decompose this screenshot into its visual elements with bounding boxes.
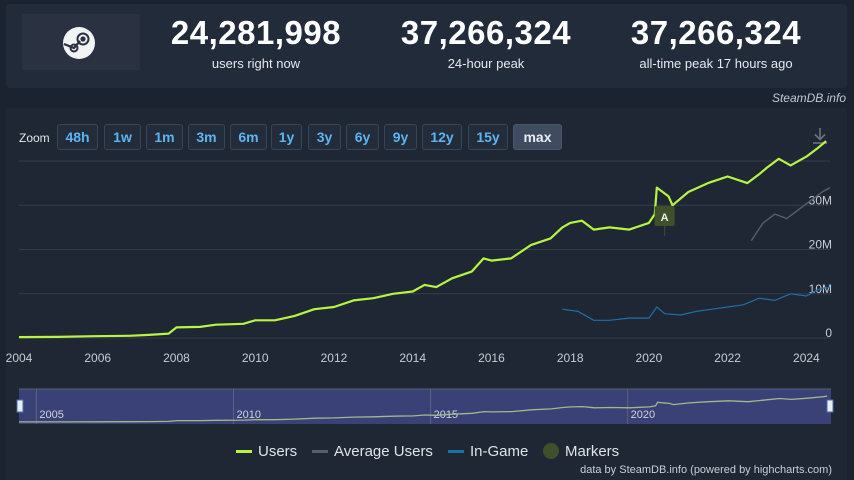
average-users-legend-swatch xyxy=(312,449,328,453)
data-credit[interactable]: data by SteamDB.info (powered by highcha… xyxy=(580,464,832,476)
alltime-peak-label: all-time peak 17 hours ago xyxy=(639,56,793,71)
zoom-button-3y[interactable]: 3y xyxy=(308,124,341,150)
chart-series xyxy=(18,140,831,339)
in-game-legend-swatch xyxy=(448,449,464,453)
x-axis-tick-labels: 2004 2006 2008 2010 2012 2014 2016 2018 2020 2022… xyxy=(6,351,820,365)
stat-current-users: 24,281,998 users right now xyxy=(146,14,366,71)
users-legend-swatch xyxy=(236,449,252,453)
zoom-button-3m[interactable]: 3m xyxy=(188,124,225,150)
y-tick-label: 30M xyxy=(809,193,832,207)
navigator-tick-label: 2010 xyxy=(237,409,261,421)
markers-legend-swatch xyxy=(543,443,559,459)
series-line-average-users xyxy=(750,186,831,241)
zoom-button-9y[interactable]: 9y xyxy=(384,124,417,150)
x-tick-label: 2020 xyxy=(636,351,663,365)
chart-gridlines xyxy=(19,160,830,339)
zoom-button-48h[interactable]: 48h xyxy=(57,124,98,150)
navigator-tick-label: 2005 xyxy=(39,409,63,421)
x-tick-label: 2012 xyxy=(321,351,348,365)
steamdb-credit-link[interactable]: SteamDB.info xyxy=(771,91,846,105)
zoom-button-1w[interactable]: 1w xyxy=(104,124,141,150)
y-tick-label: 0 xyxy=(825,326,832,340)
zoom-button-12y[interactable]: 12y xyxy=(422,124,462,150)
x-tick-label: 2022 xyxy=(714,351,741,365)
current-users-label: users right now xyxy=(211,56,301,71)
zoom-button-15y[interactable]: 15y xyxy=(468,124,508,150)
x-tick-label: 2024 xyxy=(793,351,820,365)
stats-bar xyxy=(6,4,847,88)
x-tick-label: 2018 xyxy=(557,351,584,365)
legend-item-users[interactable]: Users xyxy=(236,441,297,461)
x-tick-label: 2014 xyxy=(399,351,426,365)
zoom-button-max[interactable]: max xyxy=(513,124,562,150)
marker-flag xyxy=(654,206,675,226)
legend-item-in-game[interactable]: In-Game xyxy=(448,441,528,461)
legend-label-average-users: Average Users xyxy=(334,442,433,460)
zoom-button-6m[interactable]: 6m xyxy=(230,124,267,150)
legend-label-markers: Markers xyxy=(565,442,620,460)
x-tick-label: 2010 xyxy=(242,351,269,365)
zoom-label: Zoom xyxy=(19,131,50,145)
x-tick-label: 2016 xyxy=(478,351,505,365)
steam-icon xyxy=(63,27,95,59)
current-users-value: 24,281,998 xyxy=(170,14,342,51)
series-line-users xyxy=(18,140,827,339)
legend-item-markers[interactable]: Markers xyxy=(543,441,619,461)
x-tick-label: 2004 xyxy=(6,351,33,365)
legend-item-average-users[interactable]: Average Users xyxy=(312,441,433,461)
chart-markers[interactable]: A xyxy=(654,206,675,236)
stat-alltime-peak: 37,266,324 all-time peak 17 hours ago xyxy=(606,14,826,71)
y-tick-label: 20M xyxy=(809,238,832,252)
zoom-button-1y[interactable]: 1y xyxy=(271,124,302,150)
peak-24h-label: 24-hour peak xyxy=(447,56,525,71)
navigator-right-handle[interactable] xyxy=(826,399,834,413)
legend-label-in-game: In-Game xyxy=(470,442,529,460)
navigator-window xyxy=(19,389,831,424)
zoom-button-1m[interactable]: 1m xyxy=(146,124,183,150)
x-tick-label: 2006 xyxy=(84,351,111,365)
alltime-peak-value: 37,266,324 xyxy=(630,14,802,51)
navigator-left-handle[interactable] xyxy=(16,399,24,413)
zoom-button-6y[interactable]: 6y xyxy=(346,124,379,150)
navigator-tick-label: 2020 xyxy=(631,409,655,421)
legend-label-users: Users xyxy=(258,442,298,460)
x-tick-label: 2008 xyxy=(163,351,190,365)
series-line-in-game xyxy=(562,286,831,321)
stat-24h-peak: 37,266,324 24-hour peak xyxy=(376,14,596,71)
navigator-users-line xyxy=(19,395,828,423)
marker-label: A xyxy=(661,212,669,224)
peak-24h-value: 37,266,324 xyxy=(400,14,572,51)
navigator[interactable]: 2005 2010 2015 2020 xyxy=(16,388,834,424)
